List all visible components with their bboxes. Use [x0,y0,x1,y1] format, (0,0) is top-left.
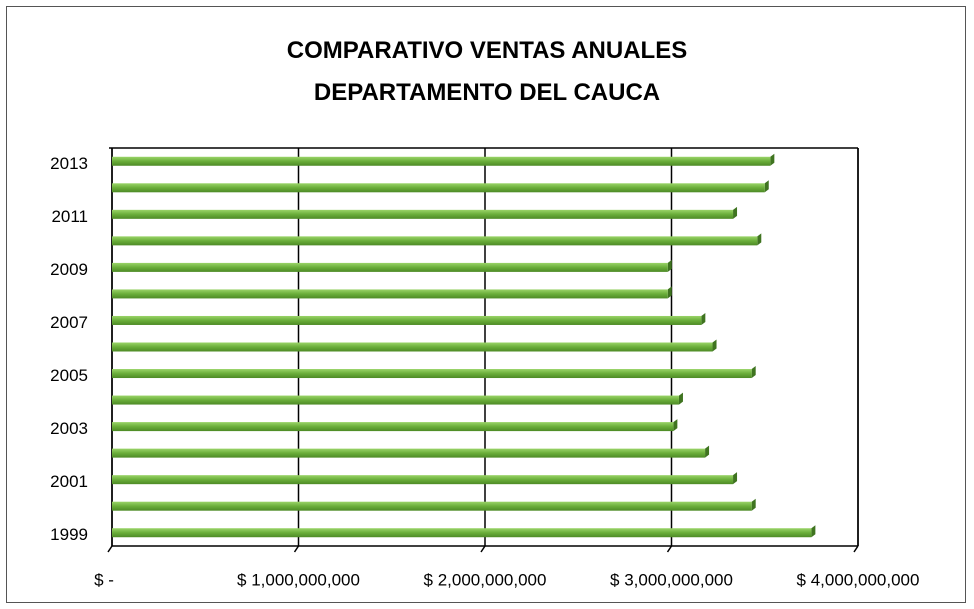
bar [112,262,668,272]
bar-side [701,312,706,325]
bar-side [757,233,762,246]
bar [112,156,771,166]
x-tick [853,545,859,553]
x-tick [480,545,486,553]
y-tick-label: 2013 [50,154,88,173]
bar [112,236,758,246]
bar [112,209,734,219]
bar [112,395,679,405]
y-tick-label: 2009 [50,260,88,279]
bar [112,448,706,458]
x-tick [293,545,300,553]
y-tick-label: 2007 [50,313,88,332]
y-tick-label: 2001 [50,472,88,491]
x-tick-label: $ 2,000,000,000 [424,570,547,589]
x-tick-label: $ 1,000,000,000 [237,570,360,589]
bar [112,342,713,352]
bar-side [667,259,672,272]
bar-side [667,286,672,299]
chart-title: COMPARATIVO VENTAS ANUALES DEPARTAMENTO … [286,37,688,106]
chart-frame [6,6,966,603]
x-tick-label: $ 3,000,000,000 [610,570,733,589]
bar [112,289,668,299]
x-tick-label: $ 4,000,000,000 [797,570,920,589]
bar [112,501,752,511]
y-tick-label: 2005 [50,366,88,385]
bar [112,422,674,432]
y-tick-label: 1999 [50,525,88,544]
bar [112,528,812,538]
bar-side [751,498,756,511]
y-tick-label: 2003 [50,419,88,438]
bar-side [764,180,769,193]
x-tick-label: $ - [94,570,114,589]
bar [112,183,765,193]
bar [112,369,752,379]
x-tick [666,545,673,553]
bar-side [673,419,678,432]
bar-side [751,366,756,379]
bar-side [733,472,738,485]
y-tick-label: 2011 [51,207,88,226]
bar-side [733,206,738,219]
bar [112,475,734,485]
bar-side [811,525,816,538]
bar-side [678,392,683,405]
bar-side [712,339,717,352]
bar-side [705,445,710,458]
bar [112,315,702,325]
bar-side [770,153,775,166]
x-tick [107,545,113,553]
